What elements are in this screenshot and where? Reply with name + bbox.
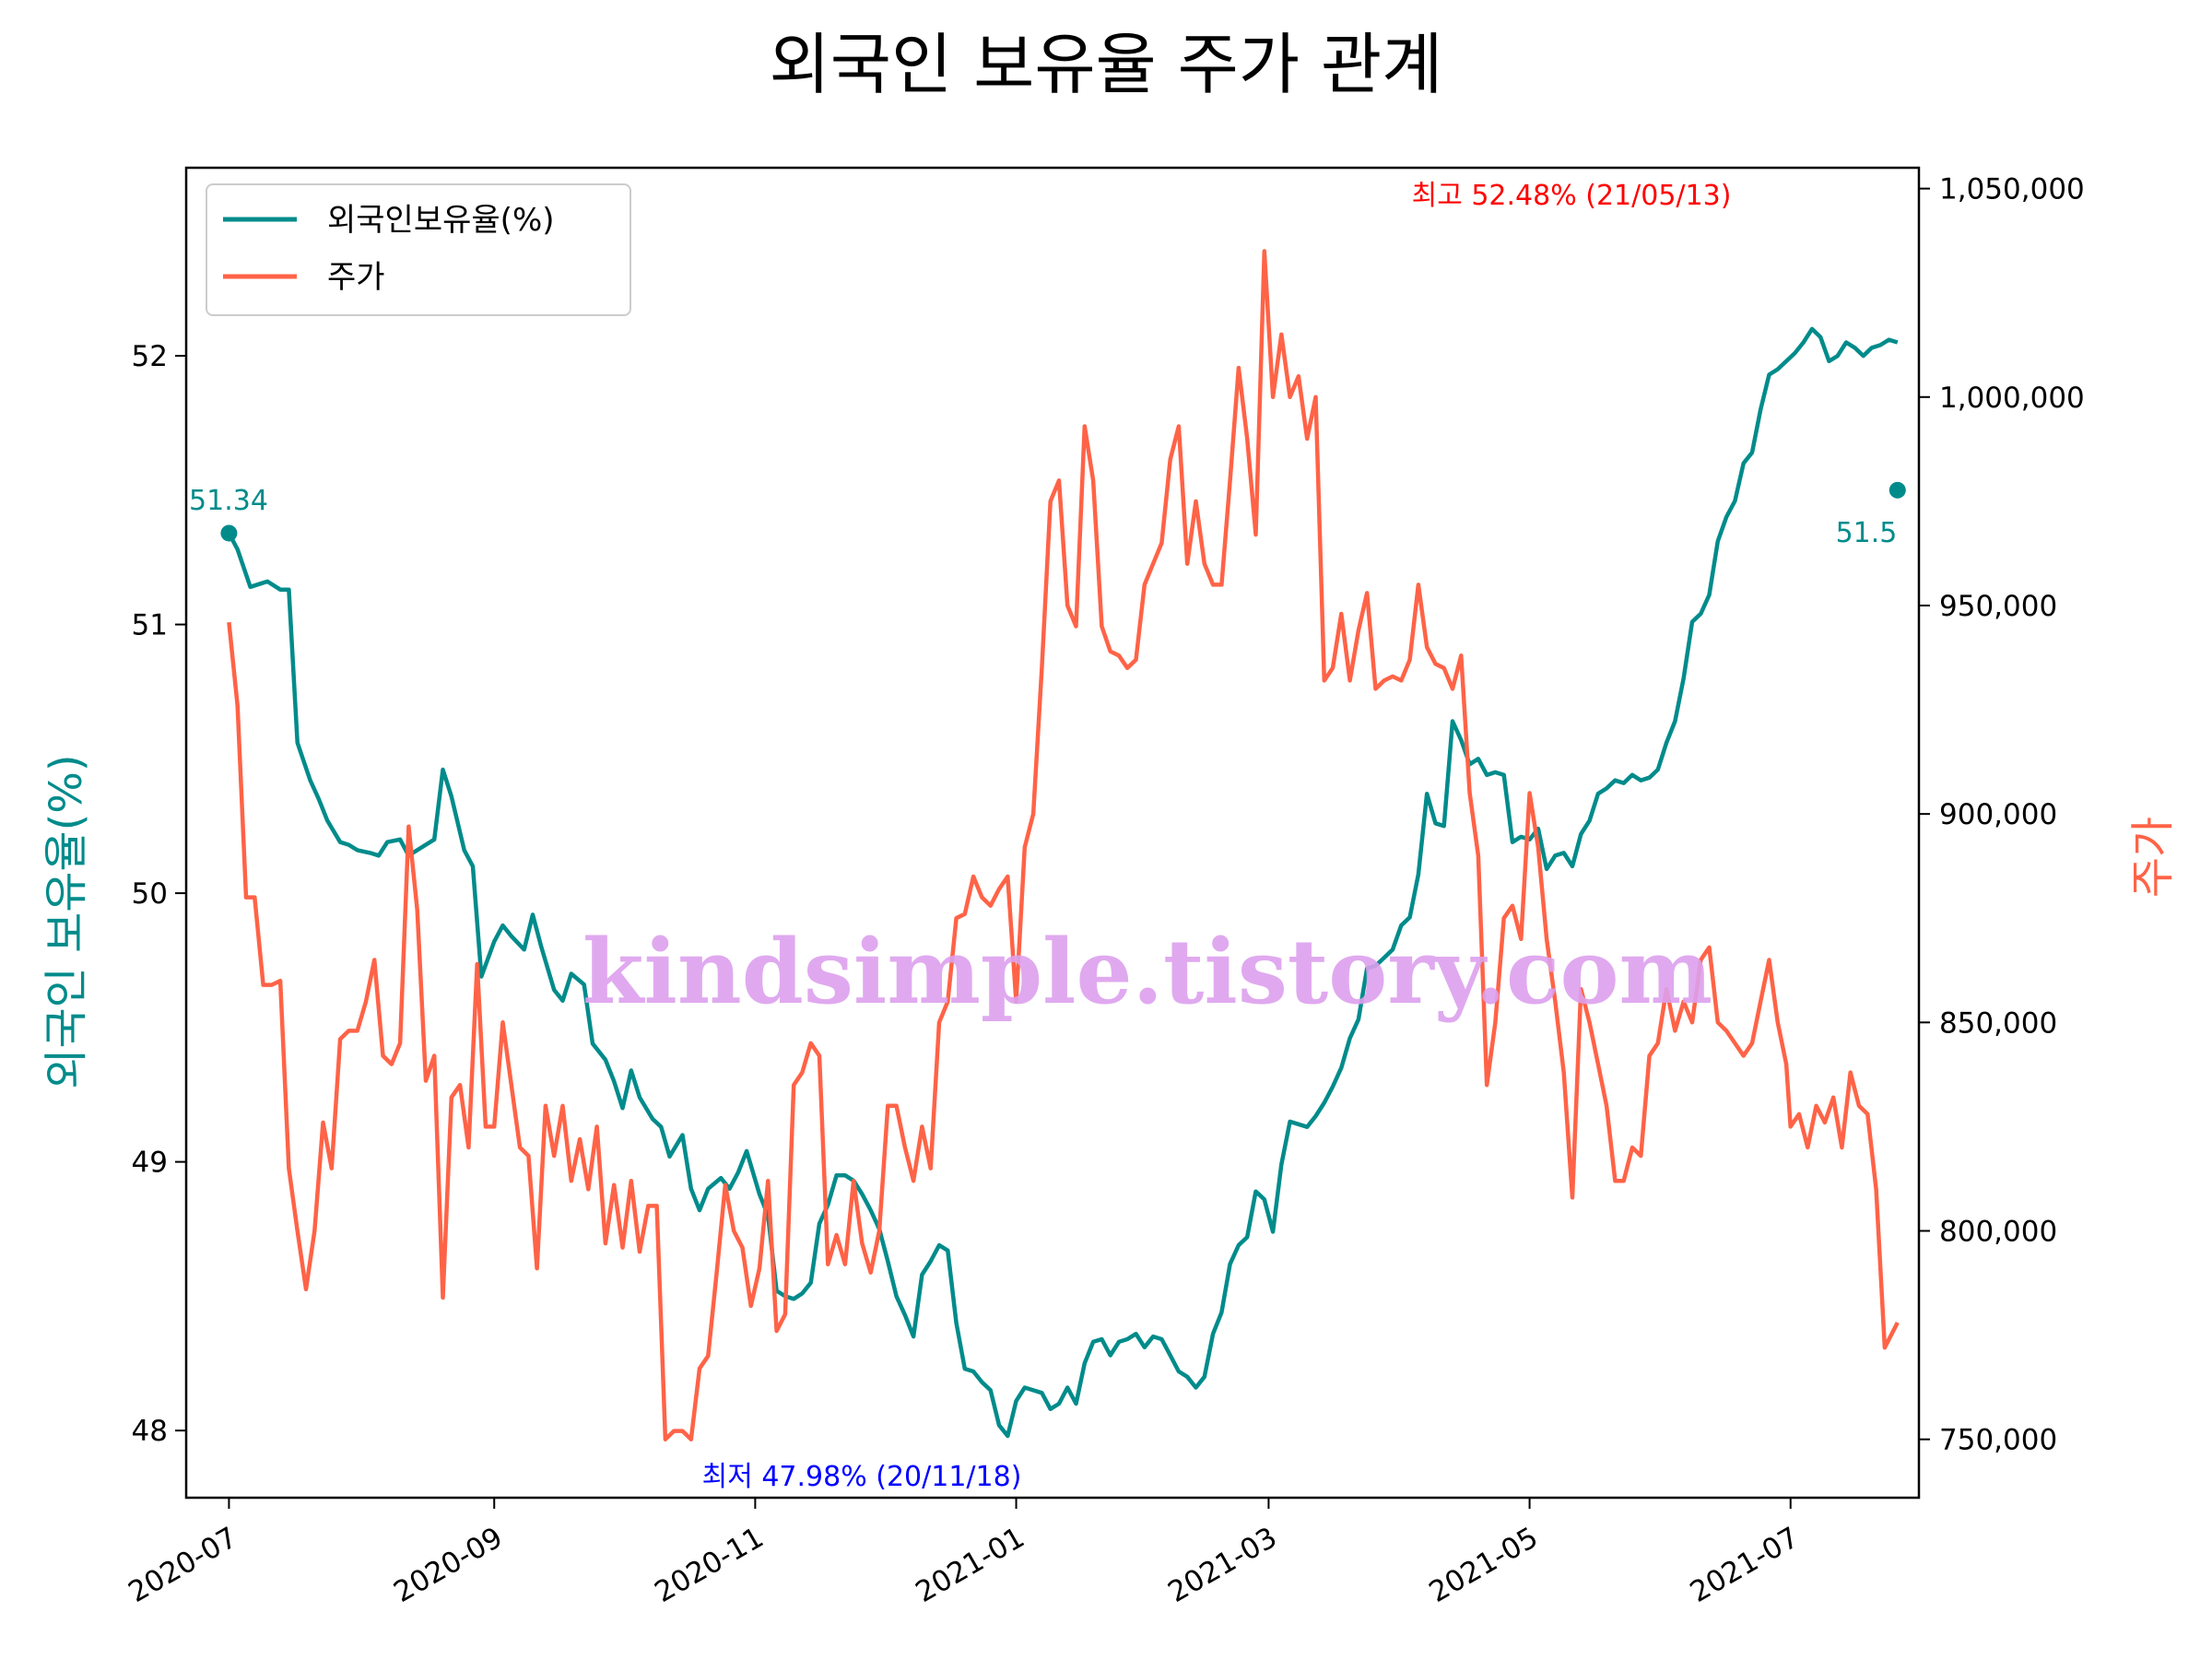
x-tick-label: 2020-11 xyxy=(649,1521,769,1609)
y-axis-left-title: 외국인 보유율(%) xyxy=(41,754,92,1088)
legend-label: 외국인보유율(%) xyxy=(327,202,555,239)
x-tick-label: 2020-07 xyxy=(123,1521,242,1609)
annotation-min: 최저 47.98% (20/11/18) xyxy=(702,1461,1022,1493)
y-right-tick-label: 800,000 xyxy=(1939,1215,2057,1248)
y-right-tick-label: 1,050,000 xyxy=(1939,173,2085,206)
y-left-tick-label: 49 xyxy=(132,1147,168,1180)
legend-label: 주가 xyxy=(327,259,385,296)
series-line-1 xyxy=(227,249,1900,1441)
plot-frame xyxy=(184,166,1921,1500)
start-marker xyxy=(220,524,238,542)
annotation-end: 51.5 xyxy=(1836,517,1898,549)
end-marker xyxy=(1888,481,1906,499)
legend-box xyxy=(206,183,631,316)
annotations: 최고 52.48% (21/05/13) 최저 47.98% (20/11/18)… xyxy=(189,180,1897,1493)
y-left-tick-label: 48 xyxy=(132,1415,168,1448)
plot-area xyxy=(184,166,1921,1500)
y-axis-left: 48 49 50 51 52 xyxy=(132,340,186,1448)
y-right-tick-label: 850,000 xyxy=(1939,1006,2057,1040)
x-tick-label: 2020-09 xyxy=(388,1521,508,1609)
x-tick-label: 2021-05 xyxy=(1424,1521,1544,1609)
y-right-tick-label: 950,000 xyxy=(1939,590,2057,623)
x-tick-label: 2021-01 xyxy=(911,1521,1030,1609)
y-axis-right-title: 주가 xyxy=(2127,817,2179,898)
series-line-0 xyxy=(227,326,1899,1439)
x-axis: 2020-07 2020-09 2020-11 2021-01 2021-03 2021-… xyxy=(123,1498,1805,1609)
legend: 외국인보유율(%) 주가 xyxy=(206,183,631,316)
chart-title: 외국인 보유율 주가 관계 xyxy=(769,26,1442,103)
x-tick-label: 2021-03 xyxy=(1162,1521,1282,1609)
watermark: kindsimple.tistory.com xyxy=(582,920,1712,1024)
y-right-tick-label: 750,000 xyxy=(1939,1424,2057,1457)
y-right-tick-label: 1,000,000 xyxy=(1939,382,2085,415)
y-left-tick-label: 51 xyxy=(132,609,168,642)
annotation-start: 51.34 xyxy=(189,485,268,517)
y-right-tick-label: 900,000 xyxy=(1939,798,2057,831)
x-tick-label: 2021-07 xyxy=(1685,1521,1805,1609)
y-axis-right: 750,000 800,000 850,000 900,000 950,000 1,000… xyxy=(1919,173,2085,1457)
y-left-tick-label: 50 xyxy=(132,877,168,911)
y-left-tick-label: 52 xyxy=(132,340,168,373)
annotation-max: 최고 52.48% (21/05/13) xyxy=(1412,180,1732,212)
